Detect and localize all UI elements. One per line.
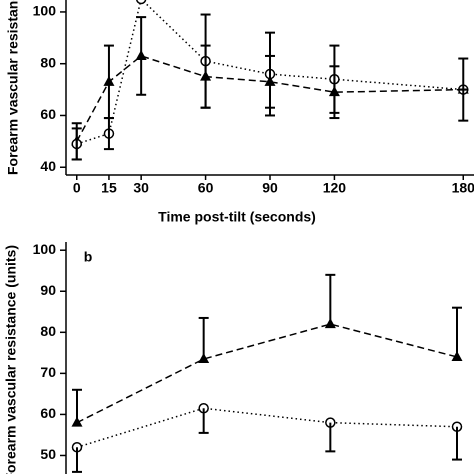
y-tick-label: 80 <box>40 54 56 70</box>
panel-label: b <box>84 249 93 265</box>
x-tick-label: 0 <box>73 180 81 196</box>
y-axis-label: Forearm vascular resistance (units) <box>5 0 21 175</box>
y-tick-label: 100 <box>33 241 57 257</box>
x-tick-label: 90 <box>262 180 278 196</box>
y-tick-label: 70 <box>40 364 56 380</box>
x-tick-label: 15 <box>101 180 117 196</box>
y-tick-label: 60 <box>40 405 56 421</box>
y-tick-label: 60 <box>40 106 56 122</box>
x-axis-label: Time post-tilt (seconds) <box>158 209 316 225</box>
y-axis-label: Forearm vascular resistance (units) <box>3 245 19 474</box>
series-line <box>76 407 458 448</box>
series-line <box>76 323 458 424</box>
x-tick-label: 120 <box>323 180 347 196</box>
y-tick-label: 50 <box>40 446 56 462</box>
x-tick-label: 30 <box>133 180 149 196</box>
y-tick-label: 90 <box>40 282 56 298</box>
circle-marker <box>136 0 147 5</box>
plot-area <box>71 318 463 453</box>
x-tick-label: 180 <box>452 180 474 196</box>
y-tick-label: 80 <box>40 323 56 339</box>
y-tick-label: 100 <box>33 3 57 19</box>
y-tick-label: 40 <box>40 158 56 174</box>
x-tick-label: 60 <box>198 180 214 196</box>
